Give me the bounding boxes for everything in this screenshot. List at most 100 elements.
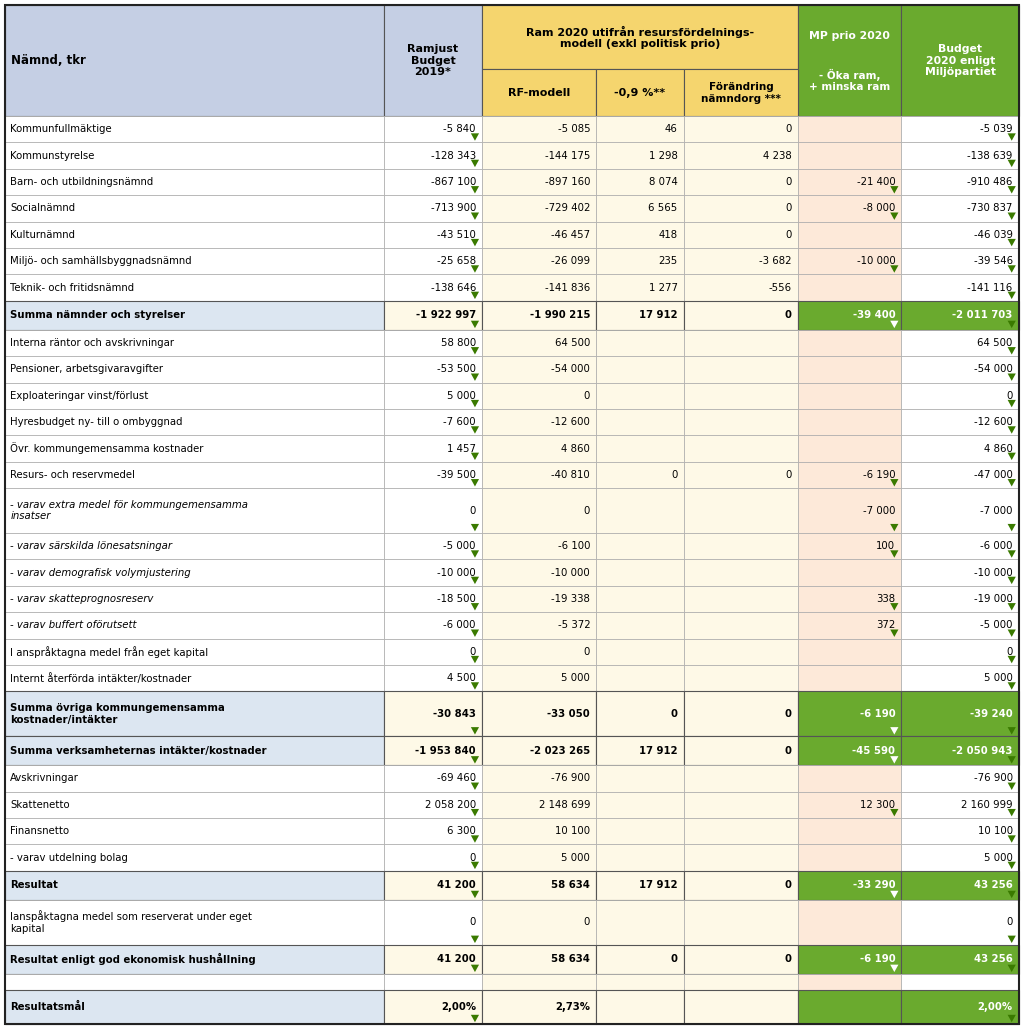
Text: -2 011 703: -2 011 703 — [952, 311, 1013, 320]
Text: 0: 0 — [672, 470, 678, 480]
FancyBboxPatch shape — [901, 356, 1019, 383]
FancyBboxPatch shape — [5, 221, 384, 248]
Text: Pensioner, arbetsgivaravgifter: Pensioner, arbetsgivaravgifter — [10, 364, 163, 375]
FancyBboxPatch shape — [482, 560, 596, 586]
FancyBboxPatch shape — [384, 766, 482, 791]
FancyBboxPatch shape — [482, 116, 596, 142]
Polygon shape — [471, 291, 479, 299]
FancyBboxPatch shape — [684, 300, 798, 329]
Text: 58 634: 58 634 — [551, 954, 590, 964]
Polygon shape — [890, 524, 898, 531]
FancyBboxPatch shape — [482, 5, 798, 69]
Text: -39 240: -39 240 — [970, 709, 1013, 718]
FancyBboxPatch shape — [798, 639, 901, 665]
Polygon shape — [471, 239, 479, 246]
FancyBboxPatch shape — [684, 691, 798, 736]
FancyBboxPatch shape — [384, 990, 482, 1024]
FancyBboxPatch shape — [5, 639, 384, 665]
Text: -69 460: -69 460 — [437, 774, 476, 783]
FancyBboxPatch shape — [596, 221, 684, 248]
FancyBboxPatch shape — [482, 945, 596, 973]
FancyBboxPatch shape — [596, 383, 684, 409]
FancyBboxPatch shape — [482, 586, 596, 612]
Text: -8 000: -8 000 — [863, 204, 895, 213]
Polygon shape — [471, 551, 479, 558]
Text: Summa nämnder och styrelser: Summa nämnder och styrelser — [10, 311, 185, 320]
Text: 2 058 200: 2 058 200 — [425, 800, 476, 810]
FancyBboxPatch shape — [901, 221, 1019, 248]
FancyBboxPatch shape — [384, 142, 482, 169]
FancyBboxPatch shape — [596, 462, 684, 488]
Text: 0: 0 — [784, 954, 792, 964]
Polygon shape — [890, 809, 898, 816]
FancyBboxPatch shape — [5, 818, 384, 845]
Text: -76 900: -76 900 — [974, 774, 1013, 783]
Text: 4 238: 4 238 — [763, 150, 792, 161]
FancyBboxPatch shape — [482, 248, 596, 275]
FancyBboxPatch shape — [5, 945, 384, 973]
FancyBboxPatch shape — [684, 221, 798, 248]
Text: Budget
2020 enligt
Miljöpartiet: Budget 2020 enligt Miljöpartiet — [925, 44, 995, 77]
Text: -6 190: -6 190 — [859, 954, 895, 964]
Polygon shape — [1008, 213, 1016, 220]
FancyBboxPatch shape — [384, 665, 482, 691]
FancyBboxPatch shape — [596, 871, 684, 899]
FancyBboxPatch shape — [5, 871, 384, 899]
Text: -21 400: -21 400 — [857, 177, 895, 187]
FancyBboxPatch shape — [5, 845, 384, 871]
FancyBboxPatch shape — [482, 383, 596, 409]
FancyBboxPatch shape — [5, 409, 384, 435]
Text: Övr. kommungemensamma kostnader: Övr. kommungemensamma kostnader — [10, 442, 204, 455]
FancyBboxPatch shape — [482, 533, 596, 560]
Text: -26 099: -26 099 — [551, 256, 590, 267]
Polygon shape — [890, 480, 898, 487]
Text: 235: 235 — [658, 256, 678, 267]
Text: - Öka ram,
+ minska ram: - Öka ram, + minska ram — [809, 69, 890, 93]
FancyBboxPatch shape — [901, 169, 1019, 196]
FancyBboxPatch shape — [901, 435, 1019, 462]
FancyBboxPatch shape — [798, 409, 901, 435]
Polygon shape — [1008, 964, 1016, 972]
Text: 41 200: 41 200 — [437, 954, 476, 964]
Text: 0: 0 — [470, 853, 476, 862]
Polygon shape — [471, 1015, 479, 1022]
Text: 0: 0 — [584, 391, 590, 400]
FancyBboxPatch shape — [482, 639, 596, 665]
Polygon shape — [1008, 453, 1016, 460]
Polygon shape — [1008, 265, 1016, 273]
FancyBboxPatch shape — [901, 488, 1019, 533]
Polygon shape — [1008, 861, 1016, 870]
Text: 46: 46 — [665, 125, 678, 134]
FancyBboxPatch shape — [482, 736, 596, 766]
FancyBboxPatch shape — [684, 791, 798, 818]
Polygon shape — [890, 551, 898, 558]
Polygon shape — [471, 321, 479, 328]
Polygon shape — [1008, 134, 1016, 141]
FancyBboxPatch shape — [901, 586, 1019, 612]
Polygon shape — [1008, 756, 1016, 764]
Text: -33 050: -33 050 — [548, 709, 590, 718]
Polygon shape — [1008, 630, 1016, 637]
FancyBboxPatch shape — [901, 383, 1019, 409]
Text: -729 402: -729 402 — [545, 204, 590, 213]
Text: 5 000: 5 000 — [561, 673, 590, 683]
Text: -867 100: -867 100 — [431, 177, 476, 187]
Polygon shape — [890, 756, 898, 764]
FancyBboxPatch shape — [482, 300, 596, 329]
FancyBboxPatch shape — [384, 639, 482, 665]
Polygon shape — [1008, 291, 1016, 299]
FancyBboxPatch shape — [901, 560, 1019, 586]
Polygon shape — [1008, 576, 1016, 584]
Text: -5 372: -5 372 — [557, 620, 590, 631]
FancyBboxPatch shape — [384, 736, 482, 766]
FancyBboxPatch shape — [901, 329, 1019, 356]
Text: -10 000: -10 000 — [437, 568, 476, 577]
Polygon shape — [471, 935, 479, 943]
Text: -5 000: -5 000 — [980, 620, 1013, 631]
FancyBboxPatch shape — [684, 248, 798, 275]
Text: 2,73%: 2,73% — [555, 1001, 590, 1012]
FancyBboxPatch shape — [596, 845, 684, 871]
FancyBboxPatch shape — [384, 248, 482, 275]
FancyBboxPatch shape — [596, 560, 684, 586]
Text: - varav utdelning bolag: - varav utdelning bolag — [10, 853, 128, 862]
